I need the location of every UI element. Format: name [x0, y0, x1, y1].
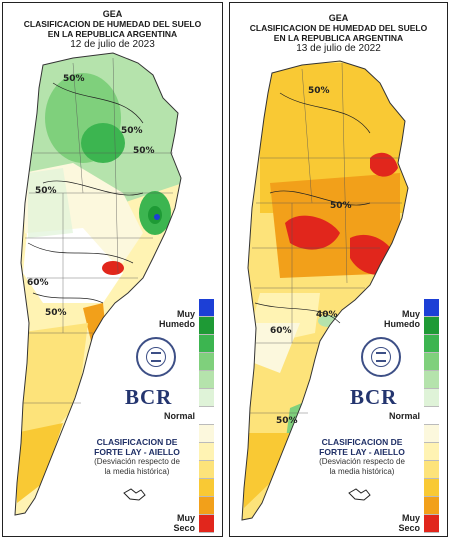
method-line-1: CLASIFICACION DE — [96, 437, 178, 447]
org-label: GEA — [102, 9, 123, 19]
legend-swatch — [199, 407, 214, 425]
legend-swatch — [424, 407, 439, 425]
soil-moisture-map-2023: 50% 50% 50% 50% 60% 50% — [14, 52, 182, 516]
title-line-1: CLASIFICACION DE HUMEDAD DEL SUELO — [23, 19, 202, 29]
contour-label: 50% — [63, 74, 85, 84]
legend-swatch — [199, 461, 214, 479]
method-caption: CLASIFICACION DE FORTE LAY - AIELLO (Des… — [302, 437, 422, 477]
legend-swatch — [424, 425, 439, 443]
legend-swatch — [199, 479, 214, 497]
contour-label: 40% — [316, 310, 338, 320]
legend-swatch — [199, 353, 214, 371]
method-line-1: CLASIFICACION DE — [321, 437, 403, 447]
legend-swatch — [424, 461, 439, 479]
legend-swatch — [424, 515, 439, 533]
legend-swatch — [199, 425, 214, 443]
legend-swatch — [199, 371, 214, 389]
method-line-4: la media histórica) — [329, 467, 395, 476]
legend-label-normal: Normal — [388, 411, 420, 421]
bcr-seal-logo — [136, 337, 176, 377]
contour-label: 60% — [270, 326, 292, 336]
soil-moisture-map-2022: 50% 50% 40% 60% 50% — [241, 60, 409, 521]
legend-swatch — [199, 335, 214, 353]
legend-top-word-2: Humedo — [384, 319, 420, 329]
province-borders — [250, 62, 402, 414]
moisture-legend — [424, 299, 439, 533]
legend-bottom-word-2: Seco — [398, 523, 420, 533]
legend-label-muy-seco: Muy Seco — [360, 513, 420, 533]
legend-swatch — [424, 371, 439, 389]
method-line-3: (Desviación respecto de — [319, 457, 405, 466]
method-line-4: la media histórica) — [104, 467, 170, 476]
method-caption: CLASIFICACION DE FORTE LAY - AIELLO (Des… — [77, 437, 197, 477]
map-date: 13 de julio de 2022 — [296, 43, 381, 54]
title-line-2: EN LA REPUBLICA ARGENTINA — [273, 33, 404, 43]
legend-swatch — [199, 443, 214, 461]
bcr-logo-text: BCR — [125, 385, 173, 409]
method-line-2: FORTE LAY - AIELLO — [319, 447, 405, 457]
legend-swatch — [199, 497, 214, 515]
contour-label: 50% — [330, 201, 352, 211]
title-line-1: CLASIFICACION DE HUMEDAD DEL SUELO — [249, 23, 428, 33]
contour-label: 60% — [27, 278, 49, 288]
contour-label: 50% — [276, 416, 298, 426]
legend-label-muy-humedo: Muy Humedo — [135, 309, 195, 329]
legend-top-word-1: Muy — [402, 309, 420, 319]
legend-label-normal: Normal — [163, 411, 195, 421]
legend-label-muy-seco: Muy Seco — [135, 513, 195, 533]
legend-swatch — [424, 353, 439, 371]
map-header: GEA CLASIFICACION DE HUMEDAD DEL SUELO E… — [3, 9, 222, 50]
map-header: GEA CLASIFICACION DE HUMEDAD DEL SUELO E… — [230, 13, 447, 54]
legend-swatch — [424, 389, 439, 407]
legend-swatch — [424, 479, 439, 497]
legend-swatch — [424, 443, 439, 461]
map-panel-2023: GEA CLASIFICACION DE HUMEDAD DEL SUELO E… — [2, 2, 223, 537]
legend-label-muy-humedo: Muy Humedo — [360, 309, 420, 329]
moisture-legend — [199, 299, 214, 533]
map-panel-2022: GEA CLASIFICACION DE HUMEDAD DEL SUELO E… — [229, 2, 448, 537]
method-line-3: (Desviación respecto de — [94, 457, 180, 466]
legend-swatch — [199, 389, 214, 407]
legend-bottom-word-1: Muy — [402, 513, 420, 523]
legend-swatch — [424, 299, 439, 317]
legend-bottom-word-2: Seco — [173, 523, 195, 533]
contour-label: 50% — [133, 146, 155, 156]
contour-label: 50% — [121, 126, 143, 136]
province-borders — [23, 57, 173, 404]
legend-swatch — [199, 515, 214, 533]
map-date: 12 de julio de 2023 — [70, 39, 155, 50]
bcr-logo-text: BCR — [350, 385, 398, 409]
legend-bottom-word-1: Muy — [177, 513, 195, 523]
contour-label: 50% — [35, 186, 57, 196]
legend-top-word-1: Muy — [177, 309, 195, 319]
contour-label: 50% — [308, 86, 330, 96]
legend-swatch — [424, 317, 439, 335]
legend-swatch — [199, 299, 214, 317]
isolines — [254, 92, 371, 324]
isolines — [27, 82, 144, 304]
legend-swatch — [199, 317, 214, 335]
title-line-2: EN LA REPUBLICA ARGENTINA — [47, 29, 178, 39]
bcr-seal-logo — [361, 337, 401, 377]
legend-top-word-2: Humedo — [159, 319, 195, 329]
org-label: GEA — [328, 13, 349, 23]
legend-swatch — [424, 497, 439, 515]
method-line-2: FORTE LAY - AIELLO — [94, 447, 180, 457]
legend-swatch — [424, 335, 439, 353]
contour-label: 50% — [45, 308, 67, 318]
